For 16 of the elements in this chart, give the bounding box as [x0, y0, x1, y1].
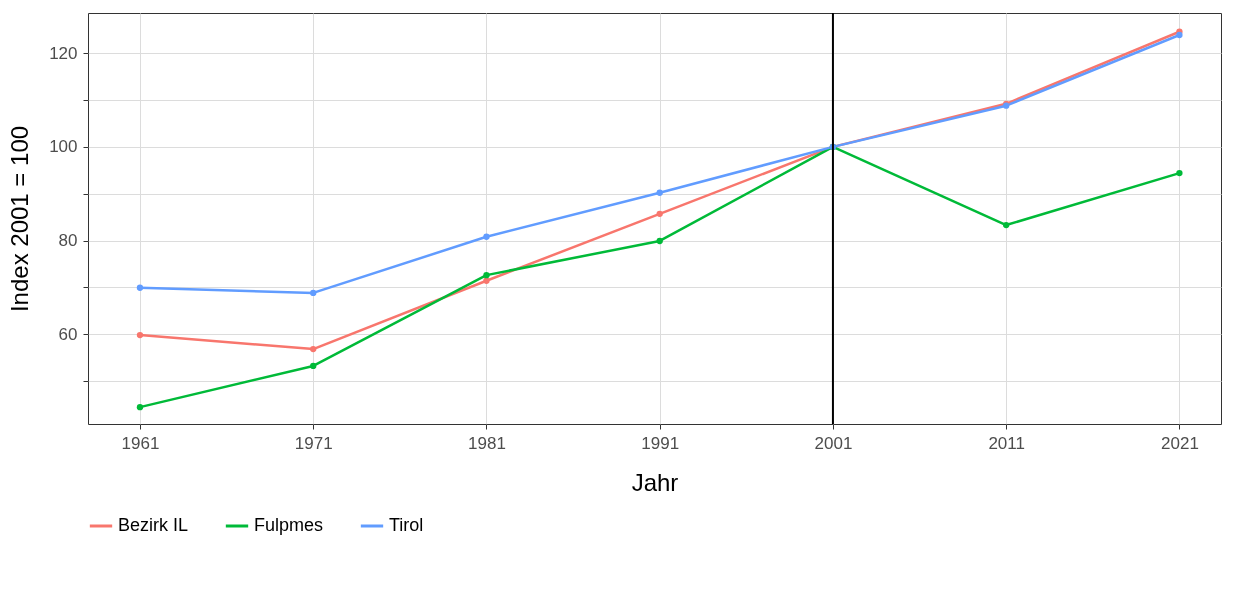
x-tick-label: 2001: [814, 433, 853, 453]
y-axis-title: Index 2001 = 100: [6, 125, 34, 313]
x-tick-label: 2021: [1161, 433, 1199, 453]
x-tick-label: 1991: [641, 433, 680, 453]
legend-label: Tirol: [389, 515, 424, 535]
y-tick-label: 120: [49, 43, 78, 63]
x-tick-label: 1981: [468, 433, 506, 453]
y-tick-label: 100: [49, 137, 78, 157]
y-tick-label: 80: [58, 231, 78, 250]
x-tick-label: 1961: [121, 433, 160, 453]
x-tick-label: 1971: [294, 433, 333, 453]
x-axis-title: Jahr: [631, 468, 679, 496]
y-tick-label: 60: [58, 324, 78, 344]
x-tick-label: 2011: [988, 433, 1025, 453]
legend-label: Bezirk IL: [118, 515, 189, 535]
legend-label: Fulpmes: [254, 515, 324, 535]
